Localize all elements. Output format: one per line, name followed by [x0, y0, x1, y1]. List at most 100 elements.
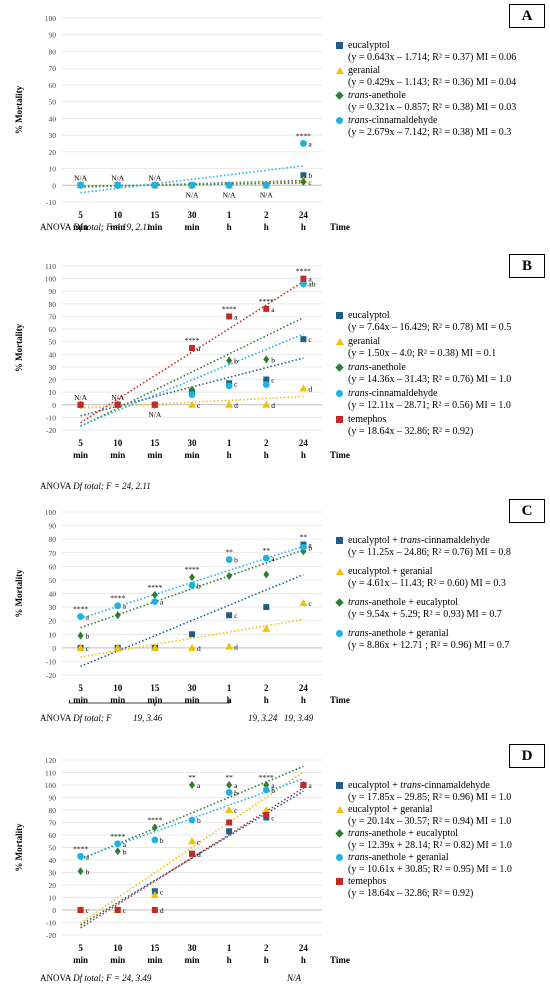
data-point	[188, 400, 196, 408]
trend-line	[80, 618, 304, 658]
y-tick-label: 10	[49, 630, 57, 639]
x-tick-label: 24	[299, 943, 309, 953]
y-tick-label: 0	[52, 401, 56, 410]
data-point	[226, 828, 233, 835]
y-tick-label: 10	[49, 388, 57, 397]
point-label: c	[234, 379, 238, 388]
legend-marker	[335, 363, 344, 372]
annotation: N/A	[148, 410, 162, 419]
x-axis-label: Time	[330, 222, 350, 232]
data-point	[262, 381, 270, 388]
legend-marker	[336, 568, 344, 575]
legend-name: geranial	[348, 336, 381, 347]
legend-name: trans-anethole	[348, 362, 406, 373]
series: c c da	[77, 781, 312, 915]
data-point	[114, 602, 122, 610]
data-point	[263, 305, 270, 312]
legend-marker	[336, 630, 343, 637]
y-tick-label: 0	[52, 181, 56, 190]
x-tick-label: 2	[264, 438, 269, 448]
y-tick-label: -10	[46, 919, 56, 928]
annotation: ****	[73, 605, 88, 614]
y-tick-label: 70	[49, 312, 57, 321]
x-tick-label: 15	[150, 683, 160, 693]
legend-name: trans-cinnamaldehyde	[348, 115, 438, 126]
x-tick-label: h	[264, 450, 269, 460]
data-point	[225, 642, 234, 650]
point-label: d	[197, 644, 201, 653]
legend-marker	[336, 782, 343, 789]
chart-c-legend: eucalyptol + trans-cinnamaldehyde (y = 11…	[335, 535, 548, 652]
data-point	[189, 631, 195, 638]
point-label: a	[234, 312, 238, 321]
point-label: ab	[308, 280, 315, 289]
point-label: b	[271, 355, 275, 364]
annotation: ****	[185, 336, 200, 345]
point-label: c	[86, 906, 90, 915]
y-tick-label: 90	[49, 31, 57, 40]
legend-marker	[335, 598, 344, 607]
annotation: ****	[110, 832, 125, 841]
anova-b: ANOVA Df total; F = 24, 2.11	[40, 481, 151, 491]
anova-fragment: 19, 3.46	[133, 713, 163, 723]
legend-marker	[336, 806, 344, 813]
point-label: b	[234, 357, 238, 366]
x-tick-label: 30	[188, 943, 198, 953]
anova-fragment: 19, 3.24	[248, 713, 278, 723]
y-tick-label: 20	[49, 148, 57, 157]
x-tick-label: 10	[113, 210, 123, 220]
legend-name: trans-anethole + geranial	[348, 628, 449, 639]
data-point	[263, 570, 270, 579]
panel-label: A	[509, 4, 545, 28]
chart-c: -20 -10 0 10 20 30 40 50 60 70 80 90 100 % Mortality 5…	[14, 508, 350, 706]
data-point	[300, 547, 307, 556]
annotation: **	[263, 546, 271, 555]
annotation: N/A	[260, 190, 274, 199]
x-tick-label: min	[147, 955, 162, 965]
y-tick-label: 120	[45, 756, 57, 765]
legend-marker	[336, 117, 343, 124]
annotation: N/A	[148, 173, 162, 182]
point-label: b	[234, 556, 238, 565]
point-label: a	[197, 344, 201, 353]
legend-equation: (y = 2.679x – 7.142; R² = 0.38) MI = 0.3	[348, 127, 512, 138]
legend-marker	[336, 416, 343, 423]
x-tick-label: 30	[188, 210, 198, 220]
point-label: d	[160, 906, 164, 915]
data-point	[77, 631, 84, 640]
legend-name: eucalyptol + geranial	[348, 566, 433, 577]
y-tick-label: 100	[45, 508, 57, 517]
annotation: **	[300, 533, 308, 542]
y-tick-label: 50	[49, 338, 57, 347]
trend-line	[80, 573, 304, 668]
annotation: ****	[73, 844, 88, 853]
trend-line	[80, 316, 304, 428]
anova-c: ANOVA Df total; F	[40, 713, 112, 723]
point-label: d	[234, 401, 238, 410]
panel-label: C	[509, 499, 545, 523]
legend-name: temephos	[348, 876, 387, 887]
x-tick-label: min	[110, 695, 125, 705]
legend-name: trans-anethole + eucalyptol	[348, 597, 459, 608]
y-tick-label: 50	[49, 98, 57, 107]
series: b	[77, 547, 307, 641]
point-label: d	[197, 850, 201, 859]
data-point	[150, 891, 159, 898]
x-tick-label: h	[301, 222, 306, 232]
x-axis-label: Time	[330, 695, 350, 705]
data-point	[189, 345, 195, 351]
x-tick-label: 24	[299, 683, 309, 693]
x-tick-label: h	[264, 955, 269, 965]
data-point	[114, 840, 122, 848]
legend-marker	[336, 878, 343, 885]
x-tick-label: h	[301, 695, 306, 705]
legend-item: eucalyptol (y = 0.643x – 1.714; R² = 0.37…	[336, 40, 548, 64]
data-point	[151, 181, 159, 189]
data-point	[188, 391, 196, 399]
y-tick-label: 30	[49, 603, 57, 612]
y-tick-label: -20	[46, 931, 56, 940]
annotation: ****	[296, 131, 311, 140]
x-tick-label: min	[184, 450, 199, 460]
legend-name: trans-anethole + geranial	[348, 852, 449, 863]
